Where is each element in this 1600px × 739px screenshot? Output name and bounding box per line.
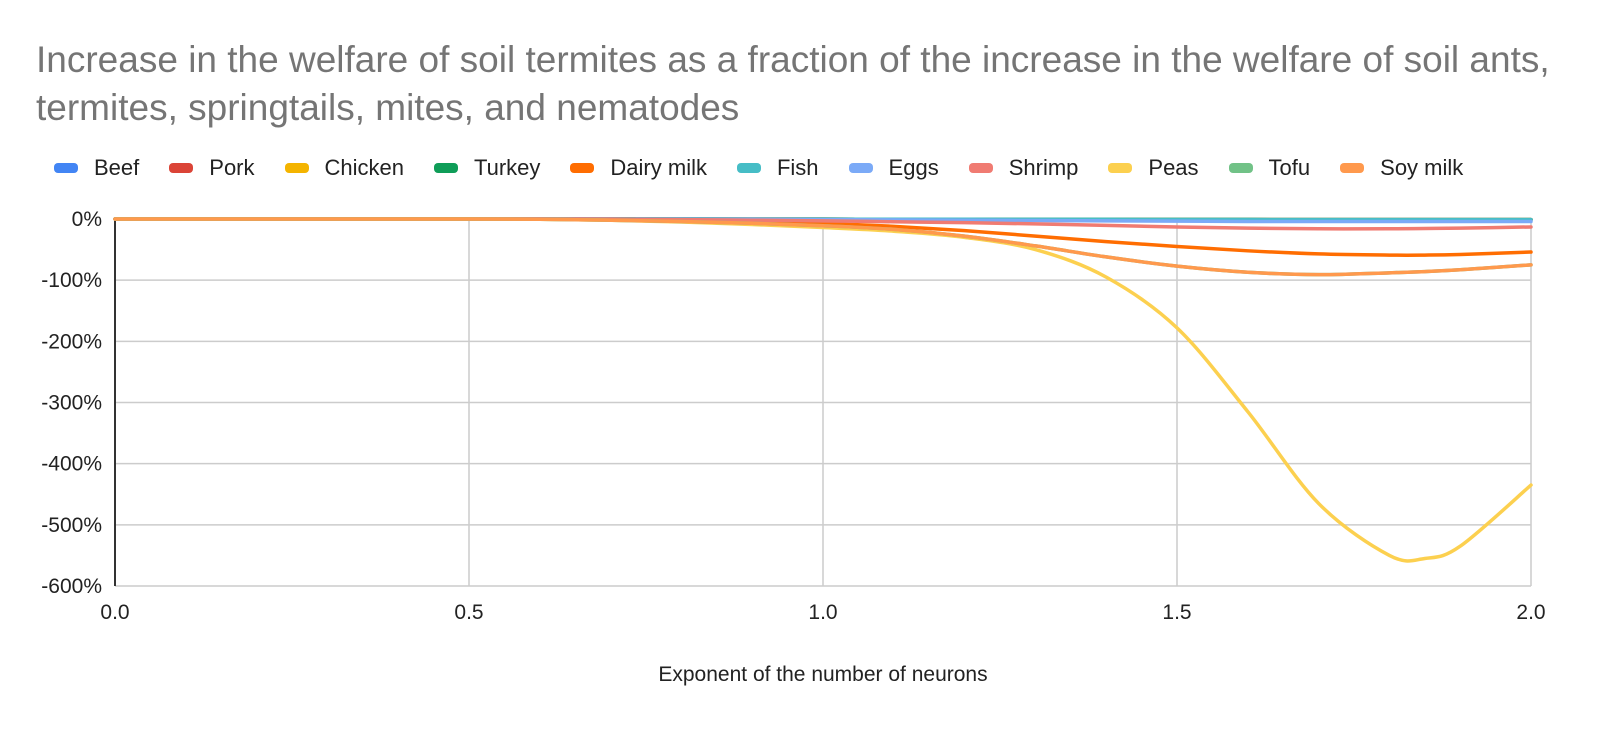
- y-tick-label: -500%: [41, 514, 102, 537]
- legend-label: Fish: [776, 155, 819, 180]
- legend-label: Eggs: [888, 155, 939, 180]
- legend-swatch: [736, 163, 761, 173]
- x-tick-label: 2.0: [1516, 601, 1545, 624]
- y-tick-label: -100%: [41, 269, 102, 292]
- legend-label: Beef: [94, 155, 140, 180]
- legend-label: Shrimp: [1008, 155, 1079, 180]
- legend-item-eggs: Eggs: [848, 155, 939, 181]
- legend-swatch: [1340, 163, 1365, 173]
- legend-swatch: [284, 163, 309, 173]
- x-axis-title: Exponent of the number of neurons: [658, 663, 987, 686]
- legend-label: Turkey: [474, 155, 541, 180]
- legend-label: Pork: [209, 155, 255, 180]
- series-line-soy-milk: [113, 217, 1533, 277]
- legend-swatch: [1228, 163, 1253, 173]
- x-tick-label: 1.5: [1162, 601, 1191, 624]
- legend-label: Tofu: [1268, 155, 1311, 180]
- legend-item-turkey: Turkey: [434, 155, 540, 181]
- legend-item-dairy-milk: Dairy milk: [570, 155, 707, 181]
- legend-label: Chicken: [324, 155, 404, 180]
- legend-item-fish: Fish: [736, 155, 819, 181]
- y-tick-label: -400%: [41, 453, 102, 476]
- y-tick-label: 0%: [72, 208, 102, 231]
- chart-legend: Beef Pork Chicken Turkey Dairy milk Fish Eggs S…: [54, 154, 1493, 182]
- legend-swatch: [968, 163, 993, 173]
- legend-swatch: [54, 163, 78, 173]
- legend-swatch: [848, 163, 873, 173]
- x-tick-label: 0.0: [100, 601, 129, 624]
- x-tick-label: 1.0: [808, 601, 837, 624]
- legend-swatch: [1108, 163, 1133, 173]
- legend-item-beef: Beef: [54, 155, 139, 181]
- y-tick-label: -300%: [41, 392, 102, 415]
- y-tick-label: -600%: [41, 575, 102, 598]
- chart-title: Increase in the welfare of soil termites…: [36, 39, 1550, 128]
- legend-item-shrimp: Shrimp: [968, 155, 1079, 181]
- legend-item-peas: Peas: [1108, 155, 1199, 181]
- legend-label: Soy milk: [1380, 155, 1464, 180]
- y-tick-label: -200%: [41, 330, 102, 353]
- legend-label: Peas: [1148, 155, 1199, 180]
- x-tick-label: 0.5: [454, 601, 483, 624]
- legend-item-soy-milk: Soy milk: [1340, 155, 1463, 181]
- legend-item-chicken: Chicken: [284, 155, 404, 181]
- legend-item-pork: Pork: [169, 155, 255, 181]
- legend-swatch: [570, 163, 595, 173]
- legend-label: Dairy milk: [610, 155, 707, 180]
- legend-swatch: [434, 163, 458, 173]
- legend-item-tofu: Tofu: [1228, 155, 1311, 181]
- legend-swatch: [169, 163, 194, 173]
